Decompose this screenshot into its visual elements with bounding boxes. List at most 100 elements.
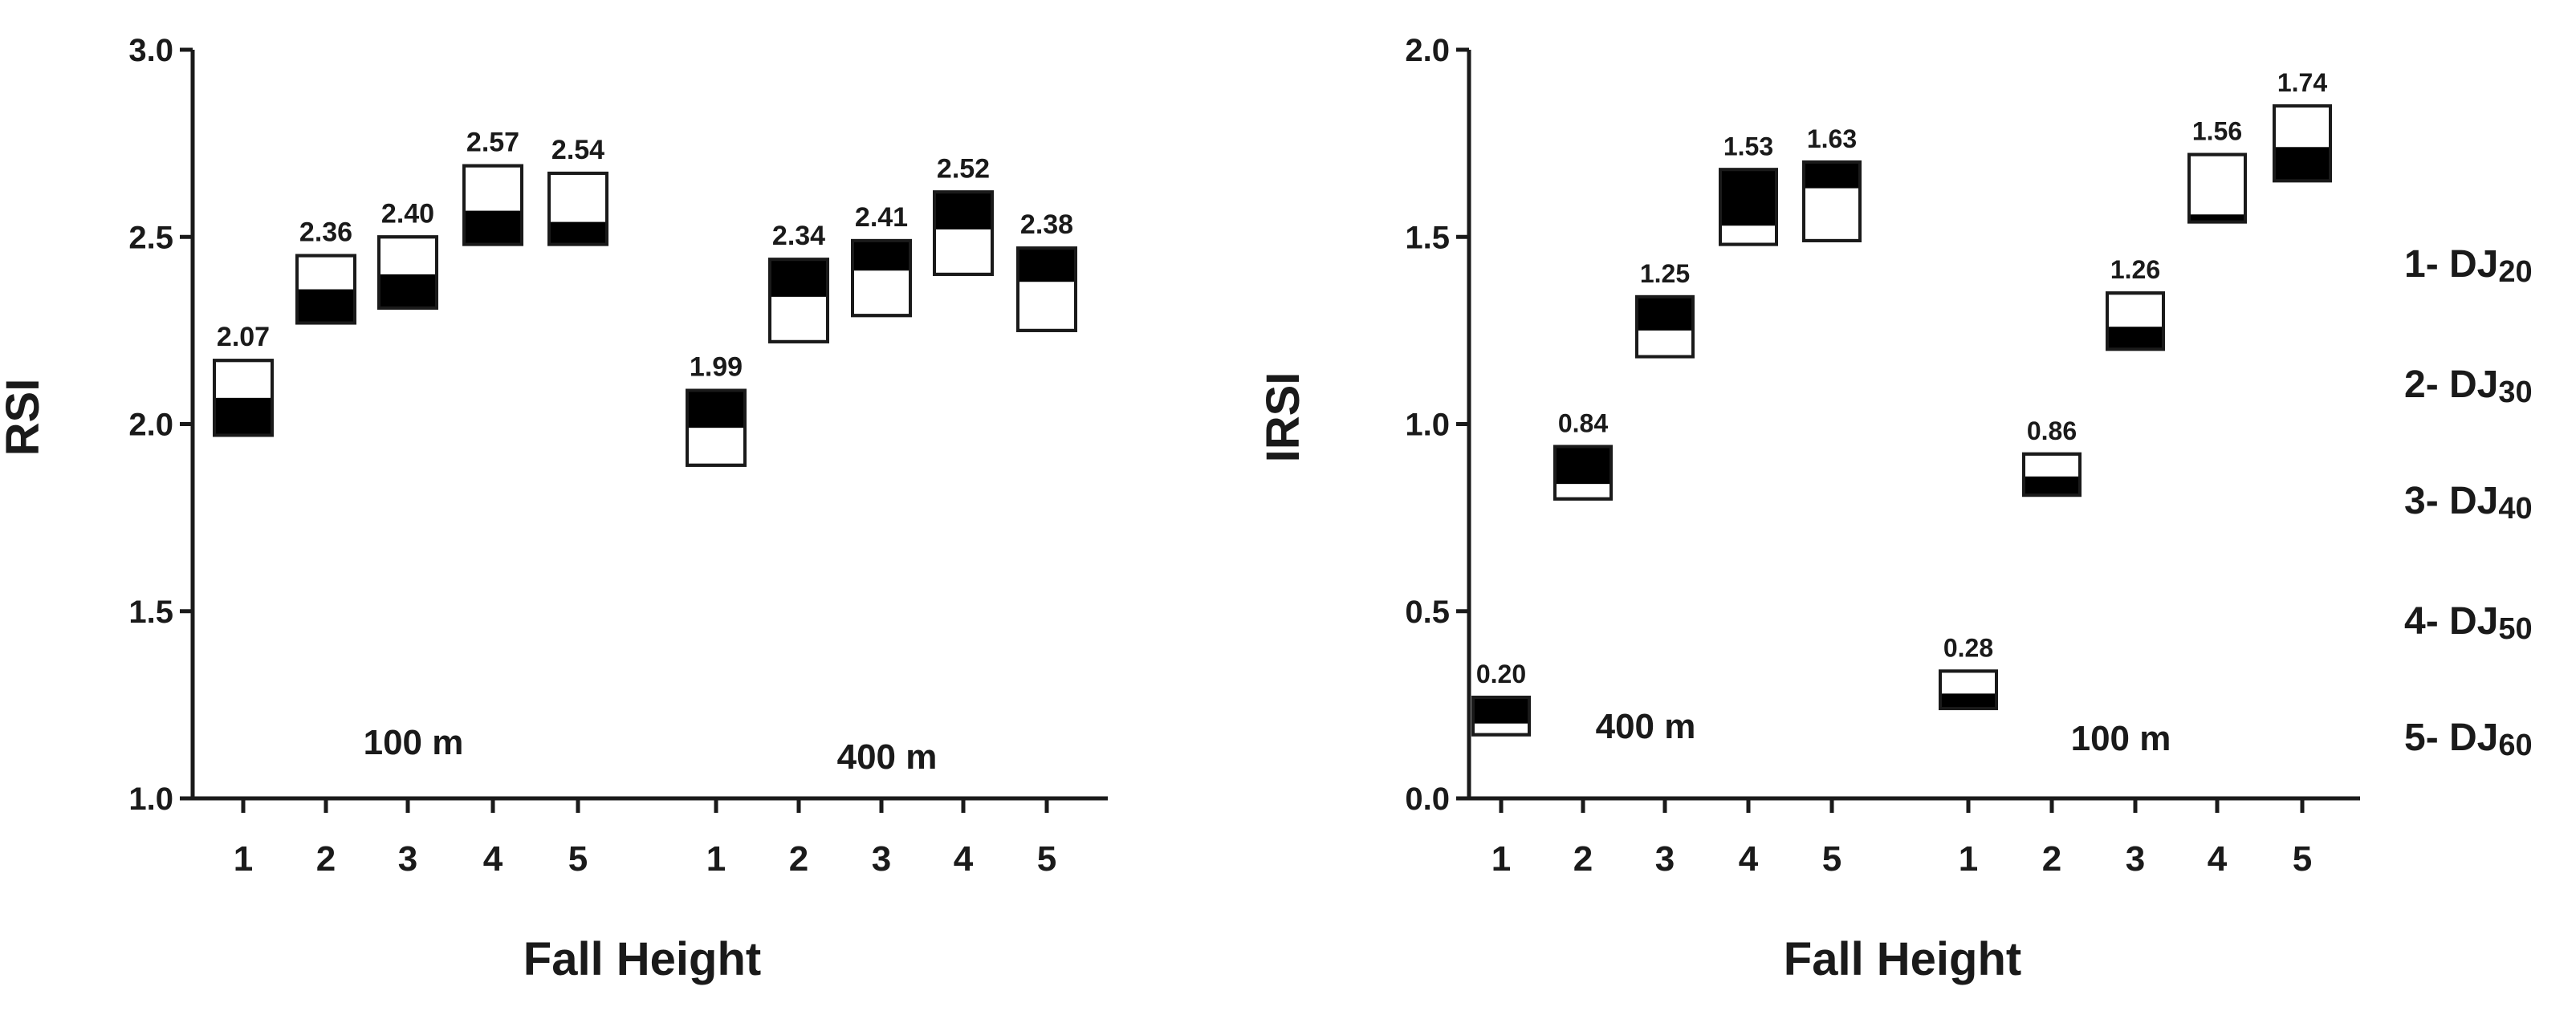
box-mark bbox=[1635, 294, 1695, 359]
x-tick-label: 1 bbox=[1959, 839, 1978, 879]
box-mark bbox=[1471, 696, 1531, 737]
legend-entry: 5- DJ60 bbox=[2404, 717, 2533, 762]
legend-entry: 1- DJ20 bbox=[2404, 243, 2533, 289]
data-label: 1.56 bbox=[2192, 117, 2242, 146]
data-label: 0.20 bbox=[1476, 660, 1526, 688]
data-label: 2.38 bbox=[1020, 209, 1073, 240]
data-label: 1.99 bbox=[690, 352, 743, 383]
data-label: 2.54 bbox=[551, 135, 604, 165]
box-border bbox=[1635, 294, 1695, 359]
box-dark-half bbox=[379, 274, 437, 308]
box-border bbox=[1939, 669, 1998, 711]
box-mark bbox=[1553, 445, 1613, 501]
y-axis-title: RSI bbox=[0, 379, 49, 457]
box-border bbox=[686, 388, 747, 467]
data-label: 2.52 bbox=[937, 153, 990, 184]
box-dark-half bbox=[1637, 296, 1693, 331]
data-label: 0.84 bbox=[1558, 408, 1608, 437]
y-tick-label: 1.0 bbox=[128, 782, 173, 817]
box-mark bbox=[933, 190, 994, 276]
data-label: 2.40 bbox=[381, 198, 434, 229]
x-tick-label: 5 bbox=[1037, 839, 1056, 879]
rsi-chart: 1.0 1.5 2.0 2.5 3.0 RSI Fall Height 100 m 1 2.07 2… bbox=[0, 33, 1108, 985]
box-border bbox=[377, 235, 438, 310]
box-dark-half bbox=[297, 289, 355, 323]
box-mark bbox=[547, 171, 608, 246]
box-mark bbox=[295, 254, 356, 325]
box-dark-half bbox=[1804, 161, 1860, 189]
data-label: 0.28 bbox=[1943, 633, 1993, 662]
data-label: 2.07 bbox=[217, 322, 270, 352]
y-tick-label: 2.0 bbox=[1405, 33, 1450, 68]
legend-entry: 4- DJ50 bbox=[2404, 600, 2533, 646]
box-dark-half bbox=[853, 240, 910, 271]
x-tick-label: 5 bbox=[2293, 839, 2312, 879]
data-label: 1.74 bbox=[2277, 68, 2327, 97]
box-border bbox=[768, 258, 829, 343]
box-mark bbox=[462, 164, 523, 246]
box-mark bbox=[213, 359, 274, 437]
x-tick-label: 4 bbox=[483, 839, 503, 879]
box-dark-half bbox=[2274, 147, 2330, 181]
legend-entry: 3- DJ40 bbox=[2404, 480, 2533, 526]
y-tick-label: 0.5 bbox=[1405, 595, 1450, 630]
x-tick-label: 2 bbox=[316, 839, 336, 879]
box-border bbox=[933, 190, 994, 276]
legend: 1- DJ20 2- DJ30 3- DJ40 4- DJ50 5- DJ60 bbox=[2404, 243, 2533, 762]
box-dark-half bbox=[1940, 693, 1996, 709]
box-outline bbox=[2187, 152, 2247, 224]
group-label: 400 m bbox=[837, 737, 938, 777]
box-mark bbox=[1016, 246, 1077, 332]
box-mark bbox=[2187, 152, 2247, 224]
data-label: 1.53 bbox=[1723, 132, 1773, 160]
x-tick-label: 1 bbox=[1491, 839, 1511, 879]
box-mark bbox=[2022, 452, 2082, 497]
x-axis-title: Fall Height bbox=[1784, 933, 2021, 985]
box-dark-half bbox=[2024, 476, 2080, 496]
group-label: 100 m bbox=[2071, 719, 2171, 758]
box-border bbox=[2022, 452, 2082, 497]
box-border bbox=[851, 238, 912, 318]
box-mark bbox=[686, 388, 747, 467]
x-tick-label: 2 bbox=[2042, 839, 2061, 879]
y-tick-label: 1.5 bbox=[1405, 220, 1450, 255]
x-tick-label: 5 bbox=[1822, 839, 1841, 879]
data-label: 1.25 bbox=[1640, 259, 1690, 288]
box-dark-half bbox=[934, 192, 992, 229]
x-tick-label: 4 bbox=[1739, 839, 1759, 879]
box-border bbox=[1016, 246, 1077, 332]
irsi-chart: 0.0 0.5 1.0 1.5 2.0 IRSI Fall Height 400 m 1 0.20… bbox=[1257, 33, 2360, 985]
x-tick-label: 4 bbox=[2208, 839, 2228, 879]
y-tick-label: 1.5 bbox=[128, 595, 173, 630]
data-label: 2.36 bbox=[299, 217, 352, 248]
box-mark bbox=[1719, 168, 1778, 246]
box-border bbox=[1719, 168, 1778, 246]
x-tick-label: 3 bbox=[398, 839, 417, 879]
group-label: 400 m bbox=[1596, 707, 1696, 746]
box-mark bbox=[377, 235, 438, 310]
box-dark-half bbox=[2107, 327, 2163, 350]
box-border bbox=[213, 359, 274, 437]
box-dark-half bbox=[687, 390, 745, 428]
y-tick-label: 2.5 bbox=[128, 220, 173, 255]
box-border bbox=[1802, 160, 1862, 242]
group-label: 100 m bbox=[364, 723, 464, 762]
data-label: 0.86 bbox=[2027, 416, 2077, 445]
legend-entry: 2- DJ30 bbox=[2404, 363, 2533, 409]
box-dark-half bbox=[1555, 446, 1611, 485]
data-label: 2.57 bbox=[466, 128, 519, 158]
y-axis-title: IRSI bbox=[1257, 372, 1309, 463]
box-dark-half bbox=[549, 221, 607, 245]
box-border bbox=[2273, 104, 2332, 183]
x-tick-label: 1 bbox=[706, 839, 726, 879]
box-mark bbox=[768, 258, 829, 343]
box-dark-half bbox=[2189, 214, 2245, 222]
x-tick-label: 5 bbox=[568, 839, 588, 879]
x-tick-label: 4 bbox=[954, 839, 974, 879]
box-mark bbox=[2106, 291, 2165, 351]
box-mark bbox=[2273, 104, 2332, 183]
x-tick-label: 2 bbox=[1573, 839, 1593, 879]
box-dark-half bbox=[464, 210, 522, 245]
data-label: 2.34 bbox=[772, 221, 825, 251]
